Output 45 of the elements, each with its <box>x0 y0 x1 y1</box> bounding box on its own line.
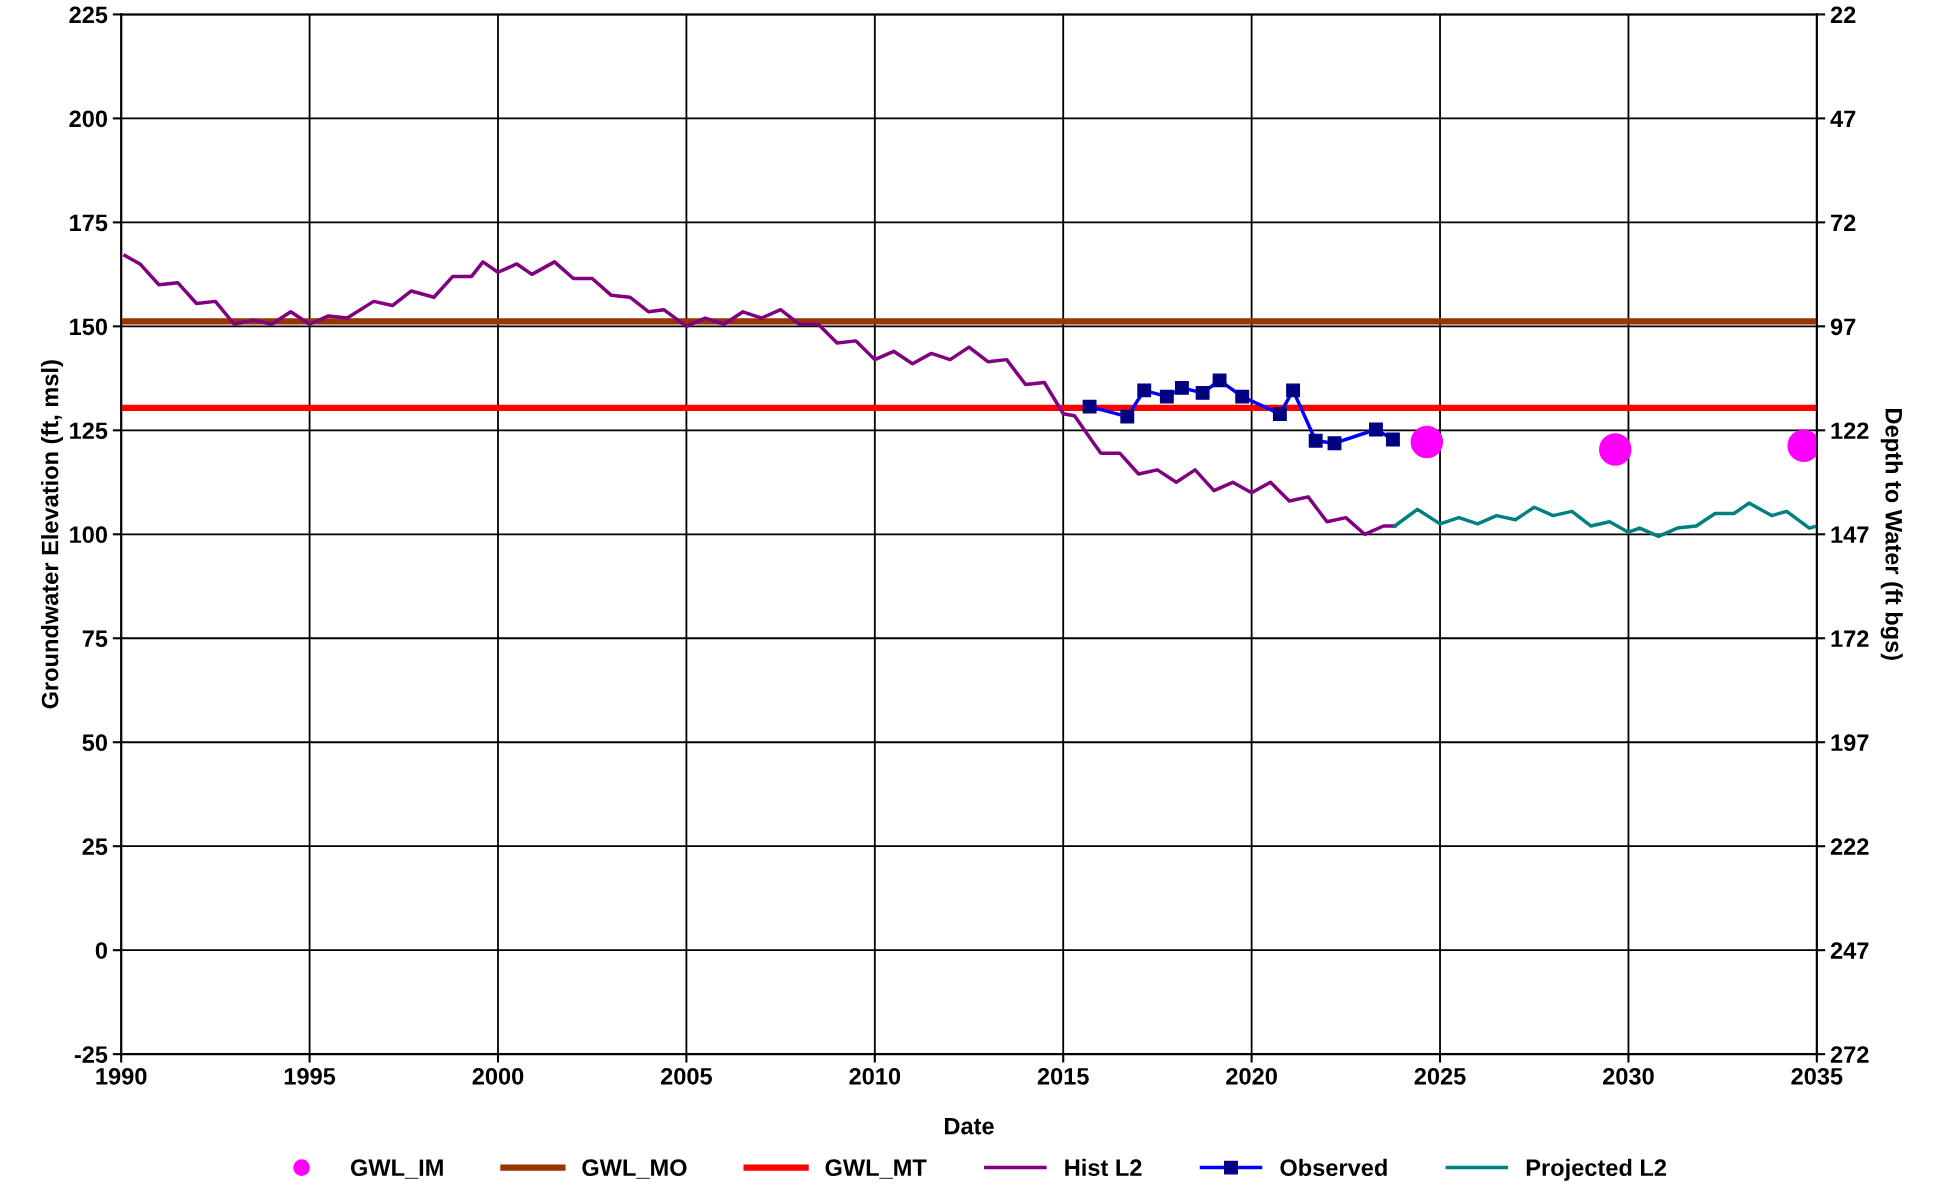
y2-tick-label: 47 <box>1830 110 1856 127</box>
y-tick-label: 200 <box>69 110 108 128</box>
legend-label: Observed <box>1280 1158 1387 1177</box>
y2-tick-label: 172 <box>1831 630 1869 647</box>
legend-label: GWL_MT <box>825 1159 927 1179</box>
x-tick-label: 2030 <box>1603 1067 1654 1085</box>
x-tick-label: 2035 <box>1791 1067 1843 1085</box>
line-series <box>1393 501 1817 539</box>
y-tick-label: 25 <box>82 838 108 855</box>
y-tick-label: 0 <box>95 942 108 959</box>
y2-axis-title: Depth to Water (ft bgs) <box>1880 409 1903 660</box>
y-tick-label: 100 <box>70 526 108 544</box>
y-tick-label: 175 <box>70 214 108 232</box>
y2-tick-label: 222 <box>1830 838 1869 855</box>
x-tick-label: 2020 <box>1226 1067 1277 1085</box>
legend-label: Projected L2 <box>1526 1158 1667 1181</box>
y-tick-label: 125 <box>70 422 108 440</box>
y-tick-label: 50 <box>82 734 108 752</box>
y2-tick-label: 147 <box>1831 526 1869 543</box>
y2-tick-label: 122 <box>1831 422 1869 439</box>
x-tick-label: 1990 <box>96 1067 147 1085</box>
legend-label: GWL_MO <box>582 1159 687 1179</box>
y2-tick-label: 247 <box>1830 942 1869 959</box>
x-tick-label: 2005 <box>660 1067 713 1085</box>
y-tick-label: -25 <box>74 1046 108 1063</box>
x-tick-label: 2015 <box>1037 1067 1089 1085</box>
point <box>1599 433 1632 466</box>
x-tick-label: 1995 <box>284 1067 336 1085</box>
y-tick-label: 75 <box>82 630 108 648</box>
x-tick-label: 2010 <box>849 1067 901 1085</box>
y-tick-label: 150 <box>70 318 108 336</box>
y2-tick-label: 272 <box>1830 1046 1869 1063</box>
y2-tick-label: 197 <box>1831 734 1869 752</box>
point <box>1410 425 1444 459</box>
y-tick-label: 225 <box>69 6 108 24</box>
y2-tick-label: 22 <box>1830 6 1856 23</box>
line-series <box>123 253 1397 537</box>
legend-label: Hist L2 <box>1065 1158 1142 1177</box>
y2-tick-label: 97 <box>1830 318 1856 336</box>
x-tick-label: 2025 <box>1414 1067 1466 1085</box>
legend-label: GWL_IM <box>350 1159 443 1179</box>
x-tick-label: 2000 <box>472 1067 524 1085</box>
y-axis-title: Groundwater Elevation (ft, msl) <box>41 360 64 709</box>
y2-tick-label: 72 <box>1831 214 1856 231</box>
x-axis-title: Date <box>945 1118 994 1135</box>
